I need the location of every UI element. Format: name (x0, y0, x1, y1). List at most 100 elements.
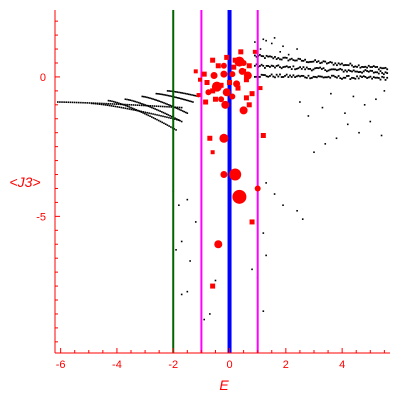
red-point (232, 189, 247, 204)
black-point (273, 193, 276, 195)
black-point (144, 112, 146, 115)
black-point (289, 58, 291, 61)
black-point (334, 62, 337, 65)
black-point (146, 111, 148, 114)
black-point (374, 76, 377, 79)
black-point (144, 104, 147, 106)
black-point (164, 115, 166, 118)
red-point (246, 63, 252, 69)
red-point (196, 93, 201, 98)
black-point (337, 68, 340, 71)
black-point (132, 109, 135, 111)
black-point (319, 66, 322, 69)
black-point (352, 95, 355, 98)
black-point (322, 76, 325, 79)
black-point (186, 290, 189, 293)
black-point (154, 117, 157, 120)
black-point (108, 104, 111, 107)
black-point (362, 70, 365, 73)
red-points-series (193, 49, 266, 289)
black-point (255, 63, 258, 66)
black-point (364, 76, 367, 78)
black-point (122, 107, 125, 109)
black-point (170, 126, 172, 128)
black-point (92, 102, 95, 105)
black-point (331, 61, 333, 64)
black-point (262, 55, 265, 58)
black-point (382, 73, 385, 76)
x-tick-label: -4 (112, 359, 122, 371)
black-point (174, 106, 176, 109)
black-point (149, 105, 151, 107)
black-point (314, 67, 317, 70)
black-point (294, 76, 296, 78)
black-point (180, 240, 183, 243)
black-point (57, 101, 59, 103)
black-point (170, 90, 172, 92)
black-point (351, 70, 353, 73)
black-point (366, 77, 368, 79)
black-point (346, 64, 348, 66)
black-point (317, 75, 320, 78)
black-point (181, 92, 184, 94)
black-point (305, 66, 308, 69)
black-point (339, 77, 342, 80)
black-point (176, 97, 179, 99)
black-point (190, 100, 193, 103)
black-point (289, 74, 291, 77)
black-point (120, 106, 123, 109)
black-point (312, 75, 315, 78)
black-point (309, 68, 312, 70)
black-point (101, 102, 103, 105)
black-point (181, 98, 184, 100)
black-point (329, 68, 332, 71)
black-point (377, 68, 380, 71)
black-point (264, 74, 266, 76)
red-point (238, 67, 246, 75)
black-point (292, 59, 295, 62)
black-point (381, 75, 384, 78)
black-point (292, 74, 295, 77)
black-point (177, 108, 179, 110)
black-point (141, 95, 144, 98)
black-point (143, 95, 145, 98)
black-point (346, 75, 348, 77)
black-point (267, 55, 270, 58)
black-point (113, 103, 116, 105)
red-point (243, 95, 249, 101)
black-point (121, 103, 124, 106)
black-point (371, 77, 374, 80)
red-point (203, 99, 209, 105)
black-point (332, 63, 335, 66)
black-point (379, 66, 382, 69)
black-point (359, 70, 362, 73)
black-point (324, 60, 327, 63)
black-point (359, 66, 362, 69)
black-point (372, 76, 375, 78)
black-point (357, 77, 360, 80)
black-point (152, 98, 154, 100)
black-point (347, 75, 350, 77)
black-point (304, 76, 307, 79)
black-point (180, 109, 182, 112)
black-point (362, 66, 365, 68)
black-point (270, 73, 273, 76)
black-point (358, 131, 360, 134)
black-point (155, 99, 158, 101)
black-point (145, 113, 148, 116)
black-point (178, 108, 181, 111)
black-point (273, 37, 276, 39)
black-point (179, 97, 182, 100)
black-point (319, 75, 322, 78)
red-point (260, 132, 266, 138)
black-point (255, 55, 258, 58)
black-point (376, 71, 379, 74)
y-tick-label: -5 (36, 211, 46, 223)
black-point (131, 107, 134, 110)
black-point (372, 71, 375, 74)
black-point (75, 101, 78, 104)
black-point (167, 104, 170, 106)
black-point (192, 101, 194, 103)
black-point (381, 67, 384, 70)
